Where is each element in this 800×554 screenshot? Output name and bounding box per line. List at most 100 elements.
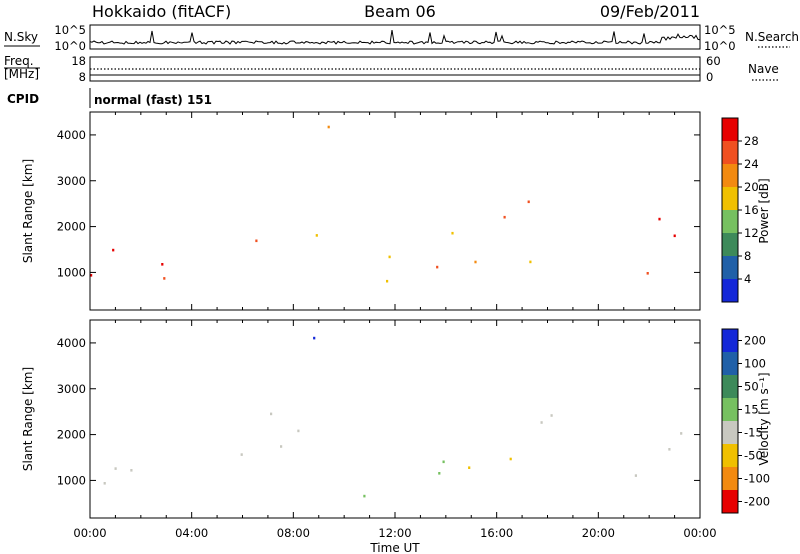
colorbar-tick-label: 24 — [744, 157, 759, 171]
data-cell — [315, 234, 318, 237]
time-tick-label: 16:00 — [480, 526, 513, 540]
colorbar-tick-label: 28 — [744, 134, 759, 148]
colorbar-swatch — [722, 233, 738, 256]
colorbar-tick-label: -50 — [744, 449, 763, 463]
y-tick-label: 2000 — [57, 428, 86, 442]
velocity-panel: 1000 2000 3000 4000 Slant Range [km] — [21, 319, 701, 519]
data-cell — [451, 231, 454, 235]
power-y-axis: 1000 2000 3000 4000 — [57, 128, 700, 279]
y-tick-label: 3000 — [57, 382, 86, 396]
colorbar-swatch — [722, 444, 738, 467]
freq-tick-low: 8 — [79, 70, 86, 84]
power-x-axis — [89, 112, 701, 310]
colorbar-swatch — [722, 421, 738, 444]
colorbar-swatch — [722, 375, 738, 398]
noise-tick-low-right: 10^0 — [704, 39, 736, 53]
power-scatter — [90, 125, 676, 283]
velocity-panel-frame — [89, 319, 701, 519]
colorbar-tick-label: 4 — [744, 272, 751, 286]
velocity-colorbar-label: Velocity [m s⁻¹] — [757, 372, 771, 465]
freq-tick-high: 18 — [71, 54, 86, 68]
data-cell — [527, 200, 530, 204]
noise-tick-low-left: 10^0 — [54, 39, 86, 53]
data-cell — [503, 215, 506, 219]
noise-tick-high-left: 10^5 — [54, 23, 86, 37]
velocity-y-axis-label: Slant Range [km] — [21, 367, 35, 471]
data-cell — [103, 482, 106, 485]
colorbar-tick-label: 12 — [744, 226, 759, 240]
data-cell — [540, 421, 543, 424]
colorbar-swatch — [722, 490, 738, 513]
time-axis-labels: 00:00 04:00 08:00 12:00 16:00 20:00 00:00 — [73, 526, 716, 540]
data-cell — [529, 260, 532, 264]
data-cell — [297, 429, 300, 433]
data-cell — [634, 474, 637, 477]
beam-title: Beam 06 — [364, 2, 436, 21]
y-tick-label: 4000 — [57, 128, 86, 142]
data-cell — [363, 494, 366, 498]
time-tick-label: 08:00 — [277, 526, 310, 540]
nave-tick-high: 60 — [706, 54, 721, 68]
x-axis-label: Time UT — [369, 541, 420, 554]
freq-label: Freq. — [4, 54, 34, 68]
data-cell — [388, 255, 391, 259]
y-tick-label: 1000 — [57, 265, 86, 279]
data-cell — [668, 448, 671, 451]
data-cell — [442, 460, 445, 464]
data-cell — [386, 279, 389, 283]
velocity-x-axis — [89, 320, 701, 518]
colorbar-tick-label: 50 — [744, 380, 759, 394]
time-tick-label: 00:00 — [683, 526, 716, 540]
colorbar-tick-label: 8 — [744, 249, 751, 263]
time-tick-label: 00:00 — [73, 526, 106, 540]
data-cell — [327, 125, 330, 129]
colorbar-frame — [721, 328, 739, 514]
colorbar-tick-label: 20 — [744, 180, 759, 194]
date-title: 09/Feb/2011 — [600, 2, 700, 21]
power-colorbar-label: Power [dB] — [757, 178, 771, 243]
data-cell — [680, 432, 683, 435]
colorbar-tick-label: -100 — [744, 472, 770, 486]
data-cell — [240, 453, 243, 456]
colorbar-swatch — [722, 164, 738, 187]
nave-label: Nave — [748, 62, 779, 76]
time-tick-label: 20:00 — [582, 526, 615, 540]
colorbar-tick-label: -200 — [744, 495, 770, 509]
data-cell — [313, 336, 316, 340]
y-tick-label: 3000 — [57, 174, 86, 188]
data-cell — [270, 412, 273, 416]
data-cell — [438, 472, 441, 475]
colorbar-swatch — [722, 467, 738, 490]
colorbar-swatch — [722, 352, 738, 375]
colorbar-tick-label: 200 — [744, 334, 766, 348]
data-cell — [474, 260, 477, 264]
data-cell — [130, 469, 133, 472]
data-cell — [646, 272, 649, 275]
nsky-label: N.Sky — [4, 30, 38, 44]
y-tick-label: 4000 — [57, 336, 86, 350]
freq-unit-label: [MHz] — [4, 67, 39, 81]
data-cell — [90, 274, 93, 277]
colorbar-swatch — [722, 398, 738, 421]
time-tick-label: 12:00 — [378, 526, 411, 540]
data-cell — [673, 234, 676, 238]
colorbar-swatch — [722, 256, 738, 279]
y-tick-label: 1000 — [57, 473, 86, 487]
colorbar-swatch — [722, 118, 738, 141]
time-tick-label: 04:00 — [175, 526, 208, 540]
data-cell — [550, 414, 553, 417]
nsearch-label: N.Search — [745, 30, 799, 44]
data-cell — [658, 217, 661, 221]
data-cell — [509, 457, 512, 461]
data-cell — [114, 467, 117, 470]
data-cell — [255, 239, 258, 243]
cpid-label: CPID — [7, 92, 39, 106]
velocity-scatter — [103, 336, 683, 498]
data-cell — [163, 277, 166, 280]
cpid-value: normal (fast) 151 — [94, 93, 212, 107]
noise-panel-frame — [89, 24, 701, 50]
power-colorbar: 4 8 12 16 20 24 28 — [721, 117, 759, 303]
y-tick-label: 2000 — [57, 220, 86, 234]
colorbar-tick-label: -15 — [744, 426, 763, 440]
